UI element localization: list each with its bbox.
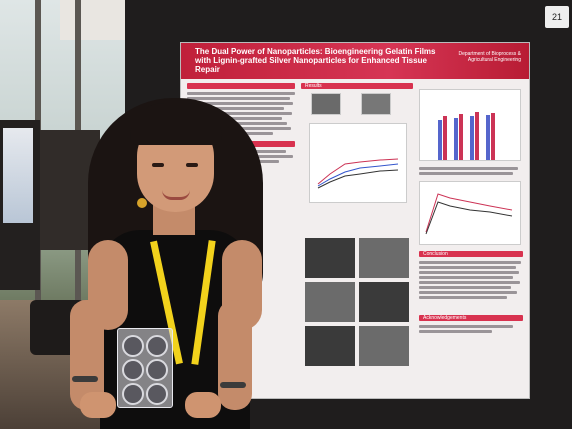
- right-arm: [218, 300, 252, 410]
- right-eye: [186, 163, 198, 167]
- sem-image: [359, 238, 409, 278]
- figure-image: [311, 93, 341, 115]
- board-number: 21: [545, 6, 569, 28]
- sem-image: [305, 238, 355, 278]
- left-hand: [80, 392, 116, 418]
- figure-image: [361, 93, 391, 115]
- figure-line-chart: [419, 181, 521, 245]
- sem-image: [305, 282, 355, 322]
- neighbor-poster: [3, 128, 33, 223]
- poster-header: The Dual Power of Nanoparticles: Bioengi…: [181, 43, 529, 79]
- ceiling: [60, 0, 130, 40]
- smile: [162, 190, 190, 200]
- conclusion-text: [419, 261, 523, 301]
- poster-column-results: Results: [301, 83, 413, 391]
- well-plate: [117, 328, 173, 408]
- poster-column-conclusion: Conclusion Acknowledgements: [419, 83, 523, 391]
- ack-heading: Acknowledgements: [423, 315, 467, 321]
- sem-image: [359, 282, 409, 322]
- bracelet: [72, 376, 98, 382]
- results-header: Results: [301, 83, 413, 89]
- poster-title-line1: The Dual Power of Nanoparticles: Bioengi…: [195, 47, 436, 65]
- left-arm: [70, 300, 104, 410]
- figure-bar-chart: [419, 89, 521, 161]
- poster-department: Department of Bioprocess & Agricultural …: [458, 51, 521, 63]
- section-bar: [187, 83, 295, 89]
- poster-title-line2: Nanoparticles for Enhanced Tissue Repair: [195, 56, 427, 74]
- figure-spectra-chart: [309, 123, 407, 203]
- sem-image: [305, 326, 355, 366]
- ack-text: [419, 325, 523, 335]
- research-poster: The Dual Power of Nanoparticles: Bioengi…: [181, 43, 529, 398]
- bangs: [130, 103, 222, 145]
- ack-header: Acknowledgements: [419, 315, 523, 321]
- earring: [137, 198, 147, 208]
- conclusion-heading: Conclusion: [423, 251, 448, 257]
- results-heading: Results: [305, 83, 322, 89]
- sem-image: [359, 326, 409, 366]
- spectra-plot: [317, 158, 399, 189]
- poster-title: The Dual Power of Nanoparticles: Bioengi…: [195, 47, 445, 74]
- conclusion-header: Conclusion: [419, 251, 523, 257]
- left-eye: [152, 163, 164, 167]
- right-hand: [185, 392, 221, 418]
- release-plot: [425, 193, 513, 235]
- watch: [220, 382, 246, 388]
